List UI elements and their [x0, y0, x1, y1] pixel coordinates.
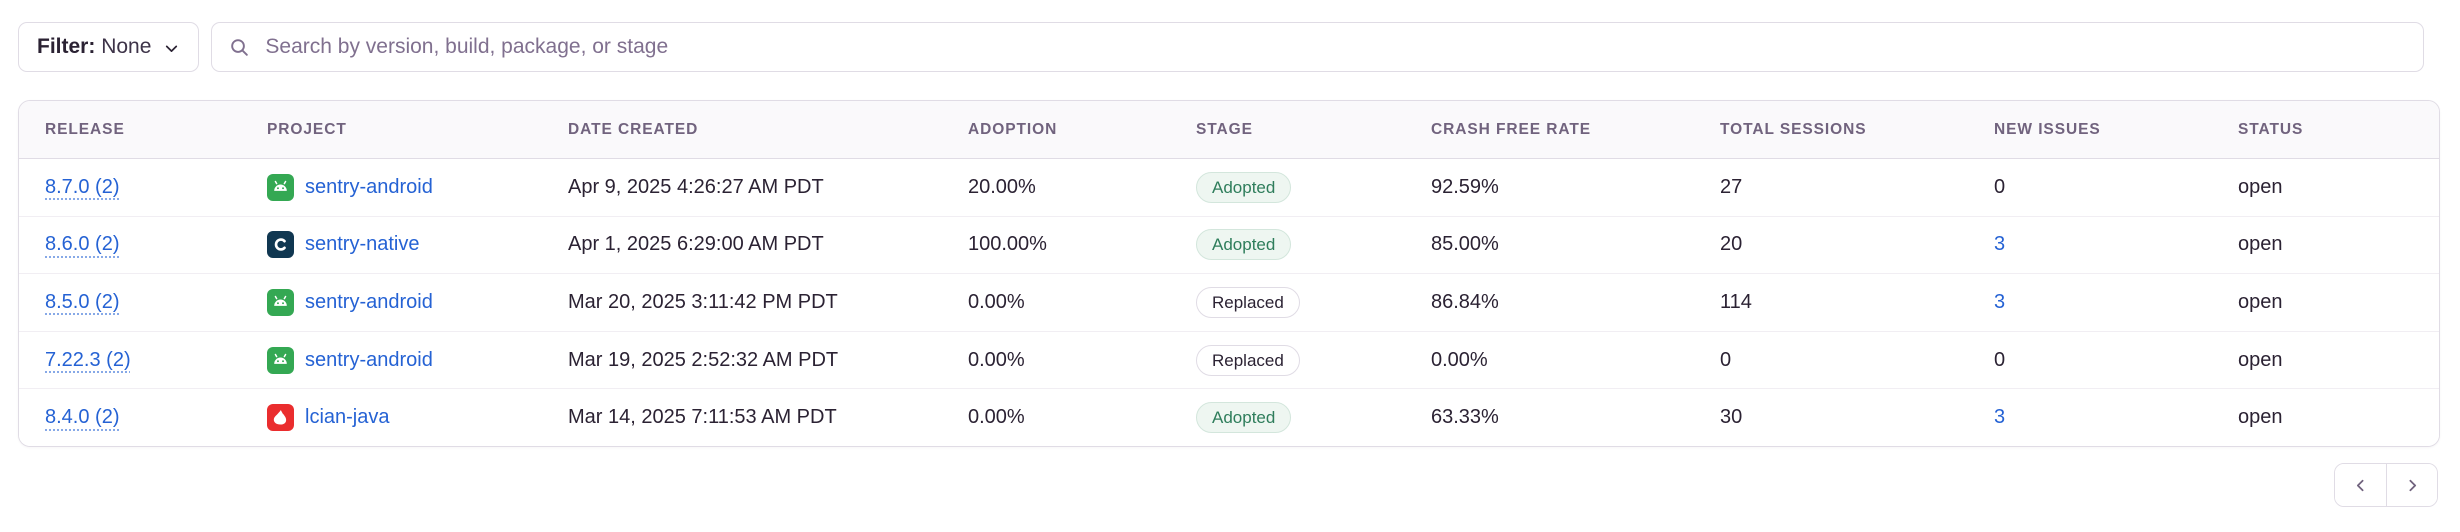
column-header-new-issues: New Issues: [1994, 120, 2101, 138]
release-link[interactable]: 8.4.0 (2): [45, 406, 120, 429]
adoption-cell: 0.00%: [968, 406, 1025, 429]
android-platform-icon: [267, 288, 294, 316]
crash-free-rate-cell: 85.00%: [1431, 233, 1499, 256]
date-created-cell: Mar 14, 2025 7:11:53 AM PDT: [568, 406, 837, 429]
status-cell: open: [2238, 348, 2283, 371]
release-link[interactable]: 8.7.0 (2): [45, 175, 120, 198]
crash-free-rate-cell: 92.59%: [1431, 175, 1499, 198]
crash-free-rate-cell: 0.00%: [1431, 348, 1488, 371]
column-header-adoption: Adoption: [968, 120, 1058, 138]
column-header-release: Release: [45, 120, 125, 138]
column-header-date-created: Date Created: [568, 120, 699, 138]
toolbar: Filter: None: [18, 22, 2424, 72]
new-issues-link[interactable]: 3: [1994, 406, 2006, 429]
project-link[interactable]: sentry-android: [305, 290, 433, 313]
filter-dropdown-button[interactable]: Filter: None: [18, 22, 200, 72]
next-page-button[interactable]: [2386, 464, 2437, 506]
android-platform-icon: [267, 173, 294, 201]
table-body: 8.7.0 (2) sentry-android Apr 9, 2025 4:2…: [19, 159, 2439, 446]
release-link[interactable]: 8.5.0 (2): [45, 290, 120, 313]
new-issues-link[interactable]: 3: [1994, 233, 2006, 256]
column-header-total-sessions: Total Sessions: [1720, 120, 1867, 138]
previous-page-button[interactable]: [2335, 464, 2386, 506]
table-row: 8.5.0 (2) sentry-android Mar 20, 2025 3:…: [19, 273, 2439, 331]
total-sessions-cell: 30: [1720, 406, 1743, 429]
date-created-cell: Mar 19, 2025 2:52:32 AM PDT: [568, 348, 839, 371]
total-sessions-cell: 114: [1720, 290, 1752, 313]
filter-label: Filter:: [37, 35, 96, 58]
project-link[interactable]: sentry-android: [305, 348, 433, 371]
stage-badge: Replaced: [1196, 286, 1300, 318]
total-sessions-cell: 20: [1720, 233, 1743, 256]
releases-table: Release Project Date Created Adoption St…: [18, 100, 2440, 447]
column-header-project: Project: [267, 120, 347, 138]
android-platform-icon: [267, 346, 294, 374]
project-link[interactable]: lcian-java: [305, 406, 390, 429]
new-issues-link[interactable]: 3: [1994, 290, 2006, 313]
adoption-cell: 100.00%: [968, 233, 1047, 256]
search-bar: [211, 22, 2424, 72]
java-platform-icon: [267, 404, 294, 432]
table-row: 7.22.3 (2) sentry-android Mar 19, 2025 2…: [19, 330, 2439, 389]
crash-free-rate-cell: 63.33%: [1431, 406, 1499, 429]
stage-badge: Adopted: [1196, 229, 1292, 261]
column-header-stage: Stage: [1196, 120, 1253, 138]
date-created-cell: Apr 1, 2025 6:29:00 AM PDT: [568, 233, 824, 256]
pagination: [2334, 463, 2438, 507]
project-link[interactable]: sentry-android: [305, 175, 433, 198]
table-row: 8.6.0 (2) sentry-native Apr 1, 2025 6:29…: [19, 215, 2439, 274]
table-row: 8.4.0 (2) lcian-java Mar 14, 2025 7:11:5…: [19, 388, 2439, 446]
search-icon: [229, 37, 250, 58]
status-cell: open: [2238, 175, 2283, 198]
stage-badge: Adopted: [1196, 171, 1292, 203]
new-issues-value: 0: [1994, 348, 2006, 371]
table-header-row: Release Project Date Created Adoption St…: [19, 101, 2439, 159]
status-cell: open: [2238, 290, 2283, 313]
search-input[interactable]: [263, 34, 2406, 60]
column-header-crash-free-rate: Crash Free Rate: [1431, 120, 1592, 138]
status-cell: open: [2238, 406, 2283, 429]
status-cell: open: [2238, 233, 2283, 256]
total-sessions-cell: 27: [1720, 175, 1743, 198]
adoption-cell: 0.00%: [968, 290, 1025, 313]
adoption-cell: 0.00%: [968, 348, 1025, 371]
date-created-cell: Mar 20, 2025 3:11:42 PM PDT: [568, 290, 838, 313]
crash-free-rate-cell: 86.84%: [1431, 290, 1499, 313]
filter-selected-value: None: [101, 35, 152, 58]
column-header-status: Status: [2238, 120, 2304, 138]
native-platform-icon: [267, 231, 294, 259]
release-link[interactable]: 7.22.3 (2): [45, 348, 131, 371]
date-created-cell: Apr 9, 2025 4:26:27 AM PDT: [568, 175, 824, 198]
chevron-right-icon: [2404, 477, 2421, 494]
adoption-cell: 20.00%: [968, 175, 1036, 198]
total-sessions-cell: 0: [1720, 348, 1732, 371]
chevron-left-icon: [2352, 477, 2369, 494]
stage-badge: Replaced: [1196, 344, 1300, 376]
table-row: 8.7.0 (2) sentry-android Apr 9, 2025 4:2…: [19, 159, 2439, 216]
new-issues-value: 0: [1994, 175, 2006, 198]
stage-badge: Adopted: [1196, 402, 1292, 434]
chevron-down-icon: [163, 40, 180, 57]
project-link[interactable]: sentry-native: [305, 233, 420, 256]
release-link[interactable]: 8.6.0 (2): [45, 233, 120, 256]
